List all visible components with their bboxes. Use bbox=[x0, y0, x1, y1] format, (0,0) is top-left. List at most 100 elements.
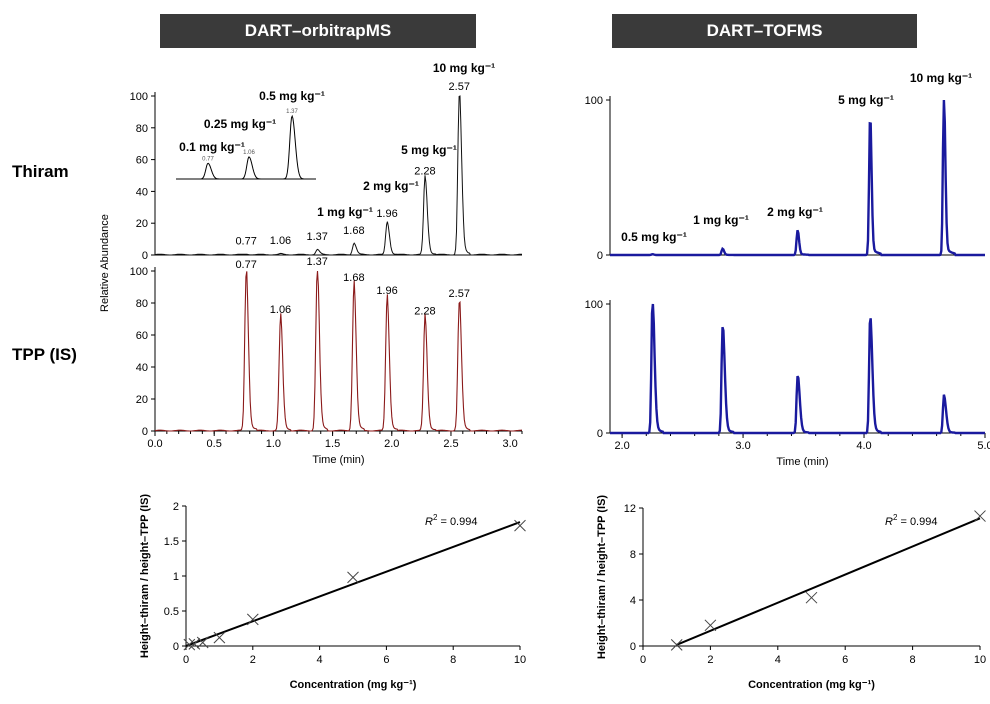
orbitrap-calibration-fit-line bbox=[185, 521, 521, 647]
tof-tpp-x-tick-label: 3.0 bbox=[735, 440, 750, 452]
orbitrap-thiram-time-label: 2.28 bbox=[414, 165, 435, 177]
inset-time-label: 1.06 bbox=[243, 150, 255, 156]
tof-thiram-conc-label: 0.5 mg kg⁻¹ bbox=[621, 230, 687, 244]
orbitrap-thiram-y-tick-label: 0 bbox=[142, 250, 148, 262]
tof-tpp-x-tick-label: 5.0 bbox=[977, 440, 990, 452]
orbitrap-calibration-point-stroke bbox=[213, 631, 226, 644]
tof-calibration-point-stroke bbox=[805, 591, 818, 604]
tof-calibration-data-point bbox=[704, 619, 717, 632]
orbitrap-calibration-x-tick-label: 0 bbox=[183, 654, 189, 666]
orbitrap-thiram-y-tick-label: 60 bbox=[136, 155, 148, 167]
tof-time-axis-title: Time (min) bbox=[776, 456, 828, 468]
tof-calibration-y-tick-label: 12 bbox=[624, 503, 636, 515]
orbitrap-calibration-point-stroke bbox=[514, 519, 526, 532]
tof-calibration-y-tick-label: 8 bbox=[630, 549, 636, 561]
orbitrap-calibration-y-tick-label: 0.5 bbox=[164, 606, 179, 618]
orbitrap-tpp-x-tick-label: 0.0 bbox=[147, 438, 162, 450]
orbitrap-thiram-y-tick-label: 40 bbox=[136, 186, 148, 198]
tof-calibration-y-tick-label: 0 bbox=[630, 641, 636, 653]
orbitrap-calibration-point-stroke bbox=[196, 636, 209, 649]
orbitrap-tpp-time-label: 2.57 bbox=[449, 288, 470, 300]
tof-calibration-data-point bbox=[670, 638, 683, 651]
orbitrap-thiram-time-label: 1.37 bbox=[306, 231, 327, 243]
orbitrap-calibration-data-point bbox=[347, 571, 359, 584]
orbitrap-thiram-y-tick-label: 100 bbox=[130, 91, 148, 103]
tof-thiram-trace bbox=[610, 99, 985, 257]
orbitrap-calibration-r2-label: R2 = 0.994 bbox=[425, 513, 477, 528]
orbitrap-calibration-y-tick-label: 2 bbox=[173, 501, 179, 513]
orbitrap-calibration-point-stroke bbox=[188, 638, 201, 650]
inset-conc-label: 0.1 mg kg⁻¹ bbox=[179, 140, 245, 154]
orbitrap-thiram-time-label: 1.68 bbox=[343, 225, 364, 237]
orbitrap-tpp-time-label: 1.68 bbox=[343, 272, 364, 284]
relative-abundance-axis-title: Relative Abundance bbox=[99, 214, 111, 312]
orbitrap-calibration-x-tick-label: 2 bbox=[250, 654, 256, 666]
orbitrap-tpp-x-tick-label: 2.5 bbox=[443, 438, 458, 450]
tof-tpp-y-tick-label: 0 bbox=[597, 428, 603, 440]
tof-tpp-trace bbox=[610, 303, 985, 435]
orbitrap-calibration-x-tick-label: 4 bbox=[317, 654, 323, 666]
orbitrap-thiram-conc-label: 1 mg kg⁻¹ bbox=[317, 205, 373, 219]
orbitrap-calibration-data-point bbox=[183, 638, 196, 651]
tof-calibration-y-axis-title: Height–thiram / height–TPP (IS) bbox=[596, 495, 608, 660]
tof-tpp-x-tick-label: 4.0 bbox=[856, 440, 871, 452]
tof-calibration-x-tick-label: 10 bbox=[974, 654, 986, 666]
orbitrap-time-axis-title: Time (min) bbox=[312, 454, 364, 466]
tof-thiram-y-tick-label: 100 bbox=[585, 95, 603, 107]
orbitrap-tpp-y-tick-label: 40 bbox=[136, 362, 148, 374]
tof-calibration-x-axis-title: Concentration (mg kg⁻¹) bbox=[748, 679, 875, 691]
inset-time-label: 1.37 bbox=[286, 109, 298, 115]
orbitrap-calibration-point-stroke bbox=[347, 571, 359, 584]
tof-thiram-conc-label: 10 mg kg⁻¹ bbox=[910, 71, 972, 85]
orbitrap-tpp-x-tick-label: 1.5 bbox=[325, 438, 340, 450]
tof-calibration-x-tick-label: 0 bbox=[640, 654, 646, 666]
orbitrap-thiram-conc-label: 5 mg kg⁻¹ bbox=[401, 143, 457, 157]
orbitrap-tpp-time-label: 2.28 bbox=[414, 306, 435, 318]
orbitrap-thiram-time-label: 1.96 bbox=[376, 208, 397, 220]
orbitrap-tpp-time-label: 1.06 bbox=[270, 304, 291, 316]
orbitrap-thiram-time-label: 0.77 bbox=[235, 236, 256, 248]
orbitrap-thiram-y-tick-label: 80 bbox=[136, 123, 148, 135]
orbitrap-tpp-time-label: 0.77 bbox=[235, 259, 256, 271]
orbitrap-calibration-x-tick-label: 10 bbox=[514, 654, 526, 666]
thiram-row-label: Thiram bbox=[12, 162, 69, 181]
tof-calibration-x-tick-label: 8 bbox=[910, 654, 916, 666]
inset-conc-label: 0.5 mg kg⁻¹ bbox=[259, 89, 325, 103]
tof-calibration-x-tick-label: 6 bbox=[842, 654, 848, 666]
orbitrap-tpp-time-label: 1.96 bbox=[376, 285, 397, 297]
tof-calibration-data-point bbox=[805, 591, 818, 604]
inset-conc-label: 0.25 mg kg⁻¹ bbox=[204, 117, 276, 131]
inset-time-label: 0.77 bbox=[202, 156, 214, 162]
tof-thiram-y-tick-label: 0 bbox=[597, 250, 603, 262]
orbitrap-thiram-conc-label: 2 mg kg⁻¹ bbox=[363, 179, 419, 193]
tof-thiram-conc-label: 2 mg kg⁻¹ bbox=[767, 205, 823, 219]
orbitrap-calibration-y-tick-label: 1 bbox=[173, 571, 179, 583]
orbitrap-header: DART–orbitrapMS bbox=[160, 14, 476, 48]
orbitrap-thiram-y-tick-label: 20 bbox=[136, 218, 148, 230]
orbitrap-calibration-point-stroke bbox=[183, 638, 196, 651]
orbitrap-calibration-y-tick-label: 1.5 bbox=[164, 536, 179, 548]
orbitrap-tpp-x-tick-label: 0.5 bbox=[207, 438, 222, 450]
orbitrap-tpp-x-tick-label: 2.0 bbox=[384, 438, 399, 450]
tof-calibration-y-tick-label: 4 bbox=[630, 595, 636, 607]
orbitrap-calibration-x-tick-label: 8 bbox=[450, 654, 456, 666]
orbitrap-calibration-data-point bbox=[196, 636, 209, 649]
orbitrap-thiram-conc-label: 10 mg kg⁻¹ bbox=[433, 61, 495, 75]
tof-calibration-r2-label: R2 = 0.994 bbox=[885, 513, 937, 528]
tof-header: DART–TOFMS bbox=[612, 14, 917, 48]
orbitrap-thiram-time-label: 2.57 bbox=[449, 81, 470, 93]
orbitrap-calibration-data-point bbox=[213, 631, 226, 644]
orbitrap-tpp-trace bbox=[154, 270, 522, 432]
orbitrap-tpp-y-tick-label: 0 bbox=[142, 426, 148, 438]
orbitrap-tpp-y-tick-label: 80 bbox=[136, 298, 148, 310]
orbitrap-tpp-y-tick-label: 60 bbox=[136, 330, 148, 342]
orbitrap-tpp-x-tick-label: 1.0 bbox=[266, 438, 281, 450]
orbitrap-thiram-time-label: 1.06 bbox=[270, 235, 291, 247]
tof-calibration-fit-line bbox=[676, 517, 981, 646]
tof-thiram-conc-label: 5 mg kg⁻¹ bbox=[838, 93, 894, 107]
tof-calibration-point-stroke bbox=[974, 510, 986, 522]
tof-calibration-point-stroke bbox=[704, 619, 717, 632]
orbitrap-thiram-trace bbox=[154, 95, 522, 256]
